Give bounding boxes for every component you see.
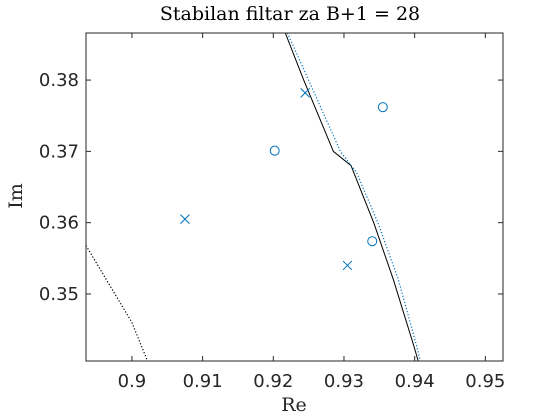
y-tick-label: 0.38 (39, 70, 79, 91)
zero-marker-3 (342, 260, 353, 271)
plot-area: 0.9 0.91 0.92 0.93 0.94 0.95 0.35 0.36 0.37 0.38 (39, 32, 505, 392)
zero-marker-1 (180, 214, 190, 224)
chart-title: Stabilan filtar za B+1 = 28 (160, 3, 420, 25)
y-tick-label: 0.37 (39, 141, 79, 162)
data-layer (86, 33, 421, 361)
curve-line-3 (86, 245, 149, 361)
pole-marker-3 (367, 236, 378, 247)
pole-marker-2 (377, 102, 388, 113)
x-tick-label: 0.91 (183, 371, 223, 392)
x-tick-label: 0.95 (465, 371, 505, 392)
x-axis-label: Re (281, 394, 307, 416)
x-tick-label: 0.9 (118, 371, 147, 392)
plot-frame (85, 32, 504, 362)
x-tick-label: 0.93 (324, 371, 364, 392)
y-tick-label: 0.35 (39, 284, 79, 305)
plot-background (86, 33, 503, 361)
pole-marker-1 (269, 145, 280, 156)
curve-line-1 (284, 33, 419, 361)
x-tick-label: 0.94 (395, 371, 435, 392)
curve-line-2 (286, 33, 421, 361)
y-tick-label: 0.36 (39, 213, 79, 234)
zero-marker-2 (300, 88, 310, 98)
x-tick-label: 0.92 (253, 371, 293, 392)
y-axis-label: Im (5, 183, 27, 209)
